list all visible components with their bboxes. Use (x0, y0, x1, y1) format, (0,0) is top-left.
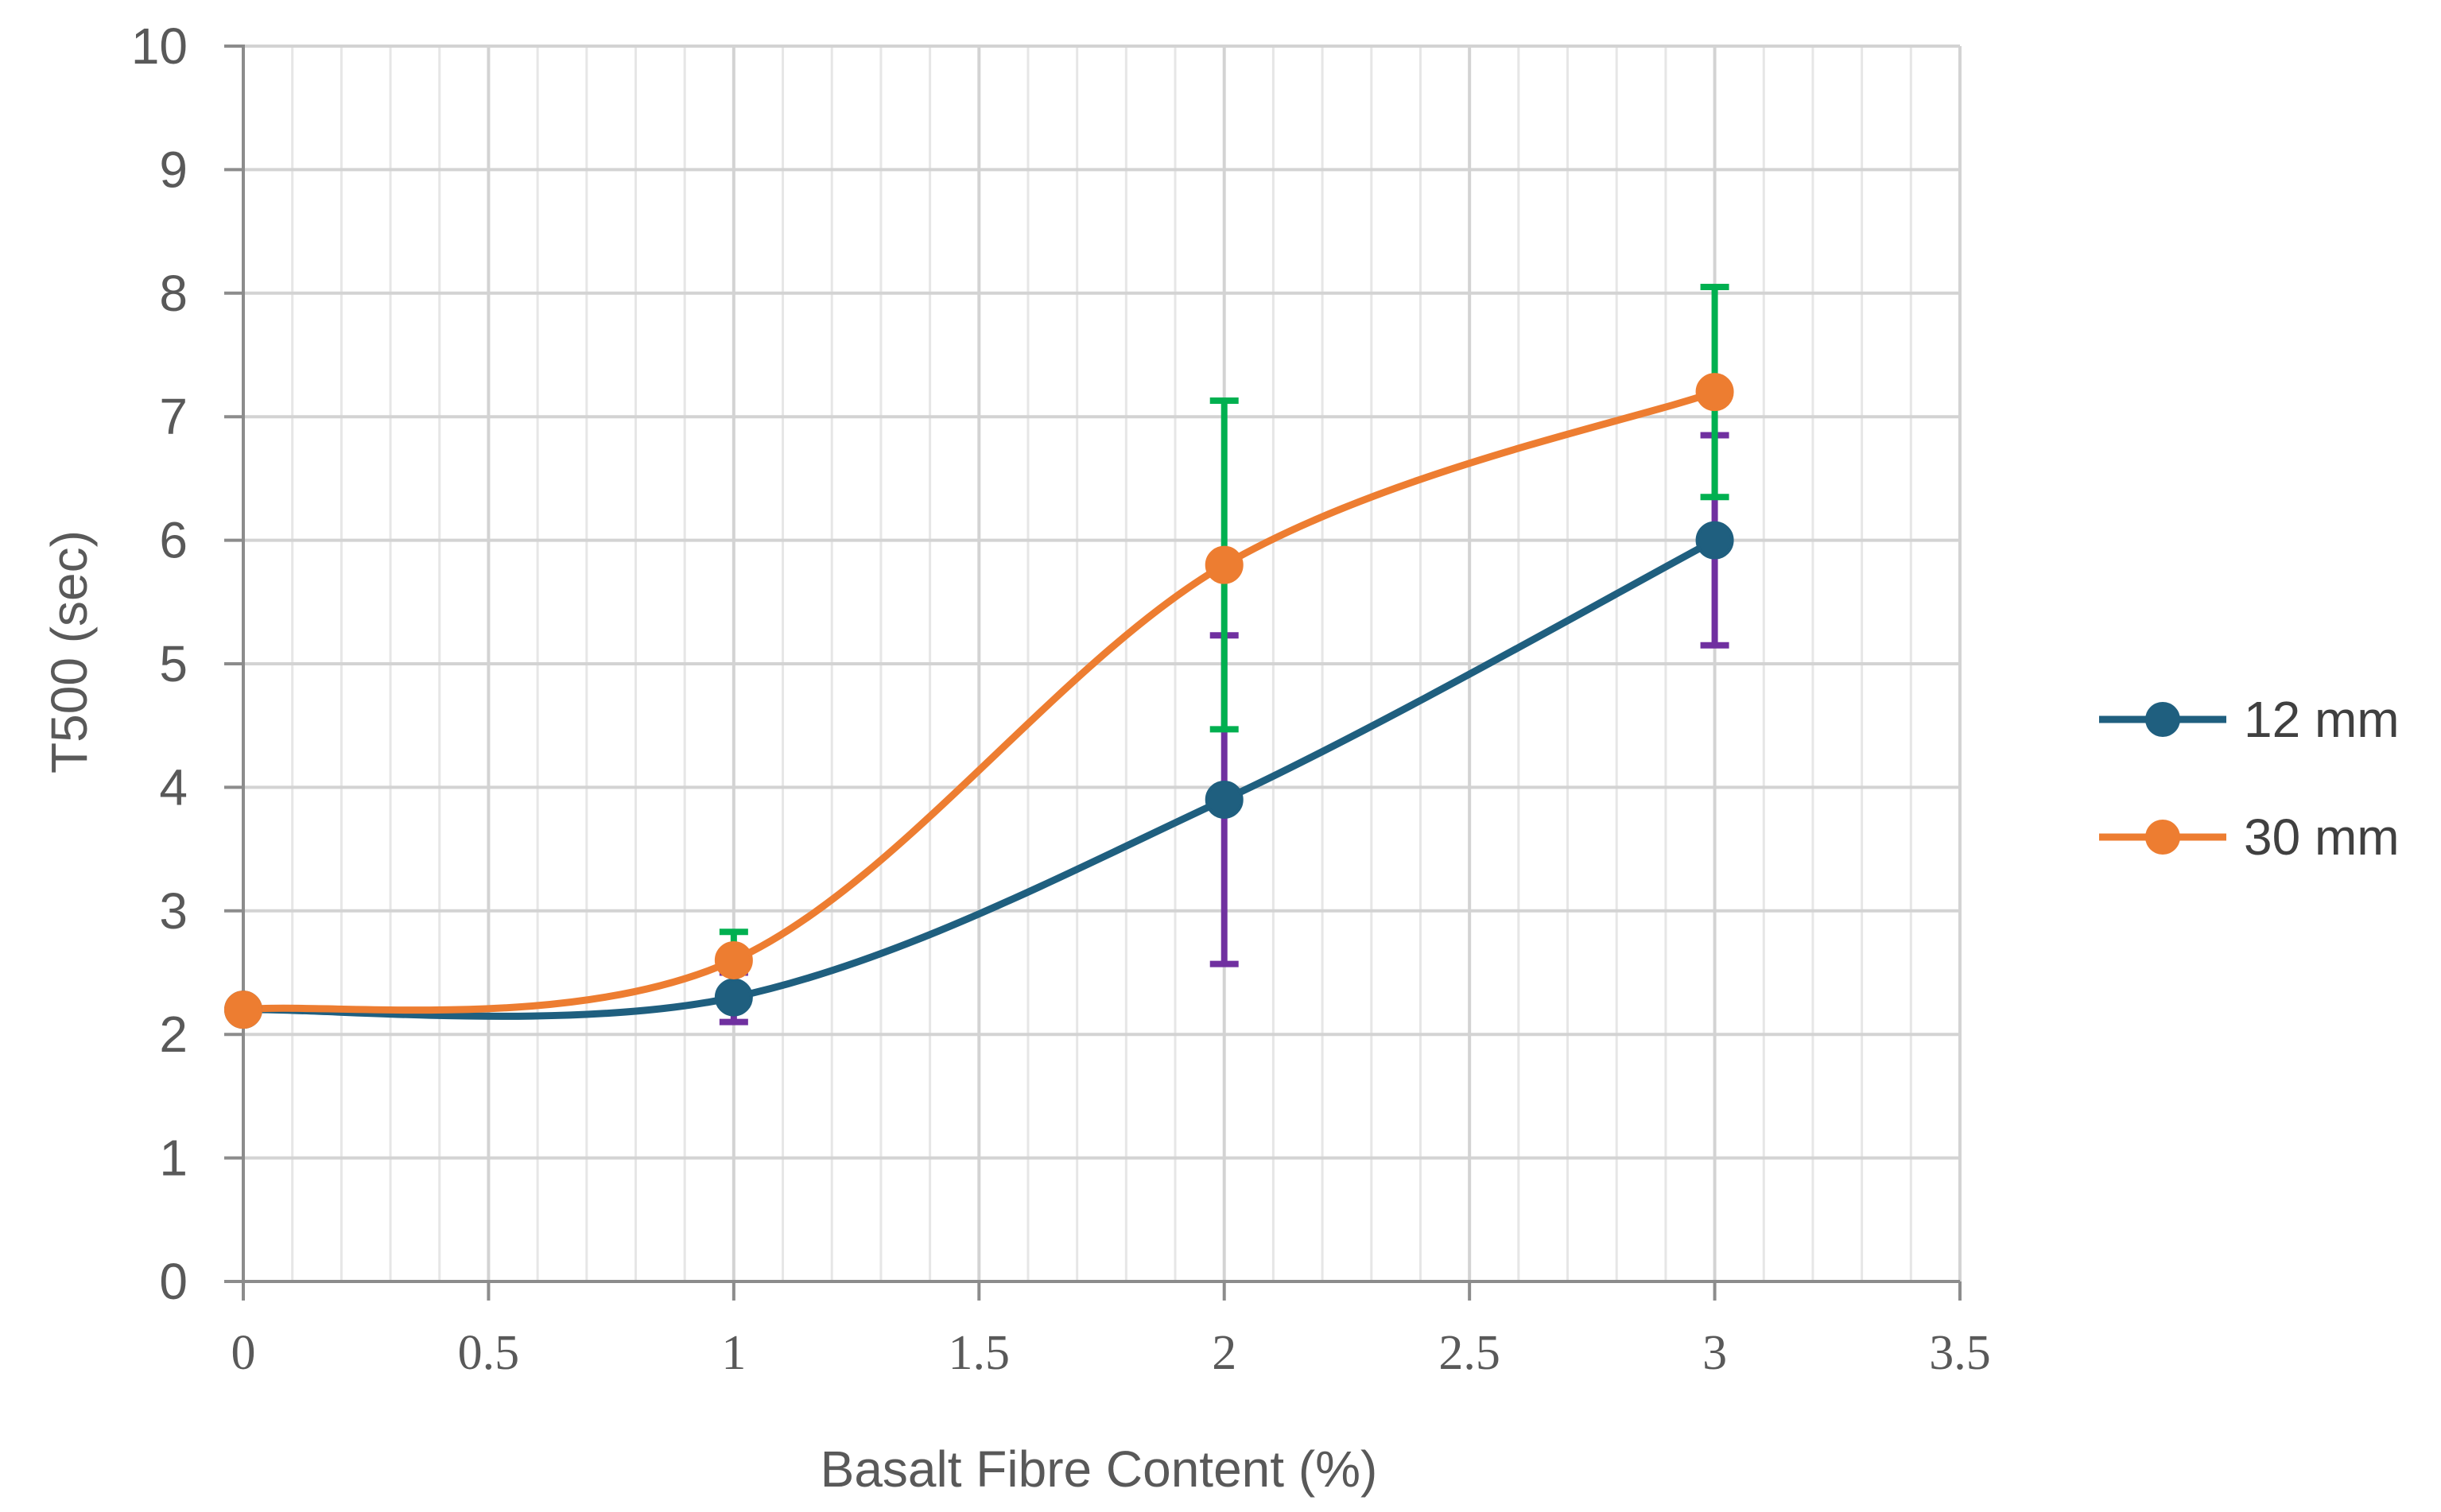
y-tick-label: 6 (159, 512, 188, 569)
y-tick-label: 8 (159, 265, 188, 322)
axes (224, 45, 1962, 1301)
x-tick-label: 2 (1212, 1326, 1236, 1380)
series-line-30-mm (239, 388, 1719, 1014)
x-tick-label: 3.5 (1929, 1326, 1991, 1380)
y-tick-label: 2 (159, 1006, 188, 1063)
x-tick-label: 3 (1702, 1326, 1727, 1380)
legend-label: 12 mm (2244, 691, 2400, 748)
y-tick-label: 5 (159, 635, 188, 692)
data-point-30-mm (714, 940, 753, 979)
x-tick-labels: 0 0.5 1 1.5 2 2.5 3 3.5 (231, 1326, 1991, 1380)
major-gridlines (243, 45, 1962, 1281)
legend-item-12-mm: 12 mm (2099, 691, 2400, 748)
y-tick-label: 10 (131, 17, 188, 75)
y-tick-labels: 0 1 2 3 4 5 6 7 8 9 10 (131, 17, 188, 1310)
legend-label: 30 mm (2244, 808, 2400, 866)
legend-item-30-mm: 30 mm (2099, 808, 2400, 866)
y-axis-title: T500 (sec) (41, 530, 98, 773)
data-point-30-mm (224, 991, 262, 1029)
legend-marker (2145, 702, 2180, 737)
x-tick-label: 0.5 (458, 1326, 520, 1380)
y-tick-label: 7 (159, 388, 188, 445)
series-line-12-mm (239, 537, 1719, 1020)
x-tick-label: 0 (231, 1326, 256, 1380)
y-tick-label: 0 (159, 1253, 188, 1310)
x-tick-label: 2.5 (1438, 1326, 1500, 1380)
x-axis-title: Basalt Fibre Content (%) (821, 1440, 1378, 1498)
x-tick-label: 1 (721, 1326, 746, 1380)
y-tick-label: 1 (159, 1130, 188, 1187)
legend-marker (2145, 820, 2180, 855)
y-tick-label: 4 (159, 758, 188, 816)
y-tick-label: 9 (159, 141, 188, 198)
legend: 12 mm 30 mm (2099, 691, 2400, 866)
data-point-12-mm (1205, 780, 1244, 819)
series-lines (239, 388, 1719, 1020)
data-point-12-mm (1695, 521, 1734, 560)
y-tick-label: 3 (159, 882, 188, 940)
data-point-30-mm (1205, 545, 1244, 584)
data-point-30-mm (1695, 373, 1734, 412)
x-tick-label: 1.5 (949, 1326, 1011, 1380)
series-markers (224, 373, 1734, 1029)
data-point-12-mm (714, 978, 753, 1017)
